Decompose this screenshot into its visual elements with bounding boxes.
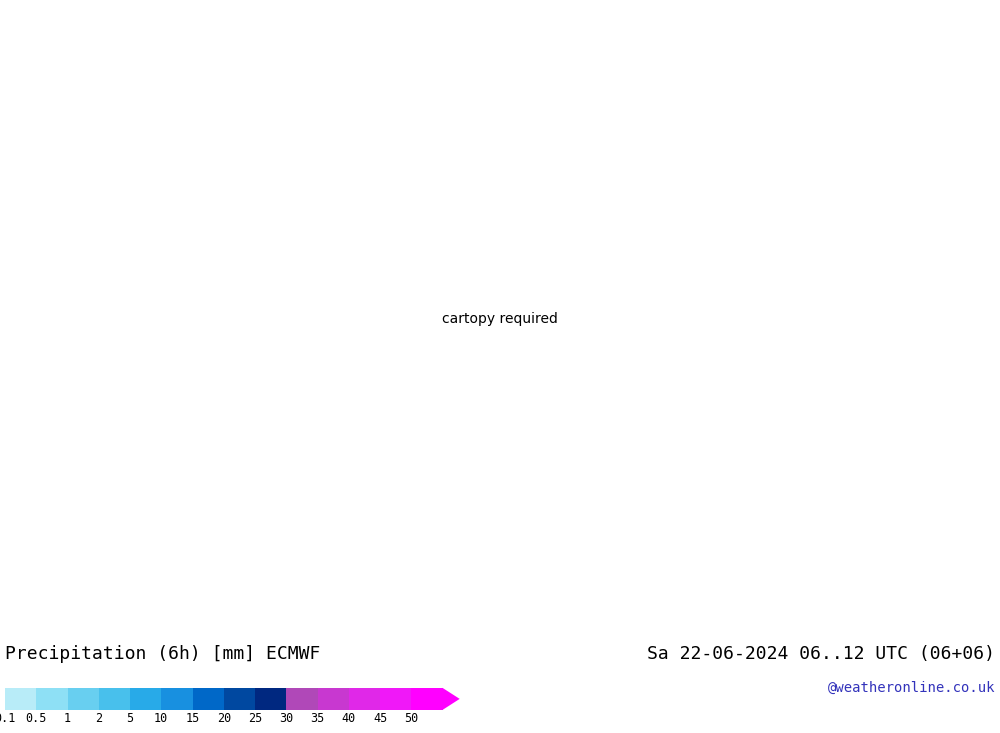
Bar: [36, 688, 68, 710]
Text: 0.1: 0.1: [0, 712, 16, 725]
Text: 2: 2: [95, 712, 102, 725]
Text: 1: 1: [64, 712, 71, 725]
Bar: [411, 688, 442, 710]
Text: 35: 35: [310, 712, 325, 725]
Bar: [286, 688, 318, 710]
Text: 10: 10: [154, 712, 168, 725]
Bar: [349, 688, 380, 710]
Bar: [380, 688, 411, 710]
Bar: [255, 688, 286, 710]
Bar: [224, 688, 255, 710]
Text: 40: 40: [342, 712, 356, 725]
Text: cartopy required: cartopy required: [442, 312, 558, 326]
Bar: [161, 688, 192, 710]
Text: 0.5: 0.5: [26, 712, 47, 725]
Bar: [192, 688, 224, 710]
Text: 50: 50: [404, 712, 418, 725]
Text: 5: 5: [126, 712, 134, 725]
Bar: [318, 688, 349, 710]
Text: Precipitation (6h) [mm] ECMWF: Precipitation (6h) [mm] ECMWF: [5, 645, 320, 663]
Text: Sa 22-06-2024 06..12 UTC (06+06): Sa 22-06-2024 06..12 UTC (06+06): [647, 645, 995, 663]
Text: 45: 45: [373, 712, 387, 725]
Bar: [5, 688, 36, 710]
Bar: [99, 688, 130, 710]
Text: 25: 25: [248, 712, 262, 725]
Text: @weatheronline.co.uk: @weatheronline.co.uk: [828, 681, 995, 695]
Text: 15: 15: [185, 712, 200, 725]
Bar: [130, 688, 161, 710]
Text: 20: 20: [217, 712, 231, 725]
Bar: [68, 688, 99, 710]
Polygon shape: [442, 688, 460, 710]
Text: 30: 30: [279, 712, 293, 725]
